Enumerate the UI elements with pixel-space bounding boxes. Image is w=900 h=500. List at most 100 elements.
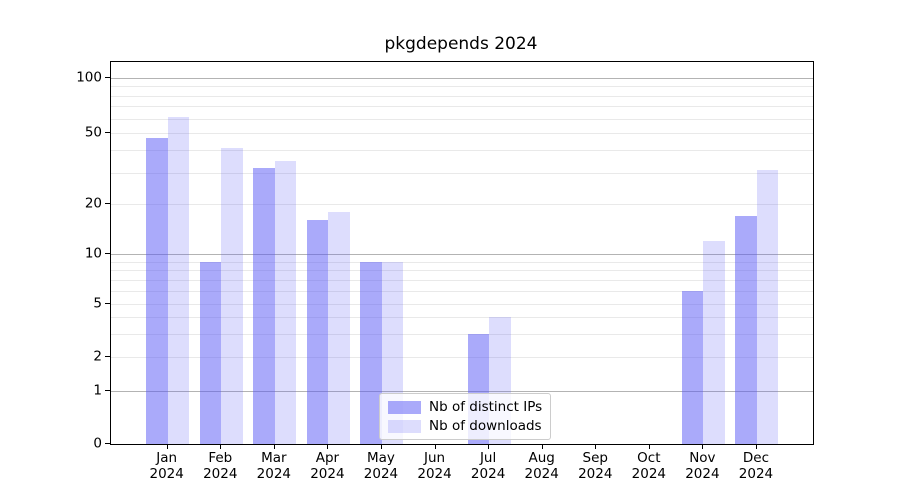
x-tick-label-apr: Apr 2024 <box>292 450 362 482</box>
x-tick-mark-sep <box>595 444 597 449</box>
minor-gridline-6 <box>111 290 813 292</box>
minor-gridline-80 <box>111 95 813 97</box>
x-tick-label-mar: Mar 2024 <box>239 450 309 482</box>
x-tick-year: 2024 <box>363 466 399 482</box>
bar-dec-distinct-ips <box>735 215 757 444</box>
bar-nov-downloads <box>703 240 725 444</box>
minor-gridline-3 <box>111 333 813 335</box>
x-tick-year: 2024 <box>738 466 774 482</box>
x-tick-mark-dec <box>755 444 757 449</box>
y-tick-mark-100 <box>105 77 110 78</box>
x-tick-mark-jul <box>488 444 490 449</box>
x-tick-mark-may <box>380 444 382 449</box>
x-tick-mark-feb <box>220 444 222 449</box>
bar-mar-downloads <box>274 160 297 444</box>
bar-feb-downloads <box>221 148 243 444</box>
minor-gridline-30 <box>111 172 813 174</box>
y-tick-label-20: 20 <box>84 195 102 212</box>
minor-gridline-4 <box>111 316 813 318</box>
legend-label: Nb of downloads <box>429 418 542 434</box>
x-tick-month: Dec <box>742 450 770 466</box>
y-tick-mark-20 <box>105 202 110 204</box>
x-tick-year: 2024 <box>417 466 452 482</box>
x-tick-mark-aug <box>541 444 543 449</box>
x-tick-label-dec: Dec 2024 <box>721 450 791 482</box>
x-tick-label-oct: Oct 2024 <box>614 450 684 482</box>
x-tick-year: 2024 <box>578 466 613 482</box>
minor-gridline-5 <box>111 303 813 305</box>
x-tick-year: 2024 <box>631 466 666 482</box>
x-tick-label-jun: Jun 2024 <box>400 450 470 482</box>
x-tick-year: 2024 <box>256 466 291 482</box>
y-tick-label-2: 2 <box>93 348 102 365</box>
minor-gridline-9 <box>111 261 813 263</box>
y-tick-label-50: 50 <box>84 124 102 141</box>
y-tick-label-1: 1 <box>93 382 102 399</box>
x-tick-label-nov: Nov 2024 <box>667 450 737 482</box>
y-tick-mark-10 <box>105 252 110 254</box>
x-tick-month: Nov <box>689 450 716 466</box>
bar-may-distinct-ips <box>360 261 382 444</box>
x-tick-year: 2024 <box>149 466 184 482</box>
x-tick-month: Oct <box>637 450 661 466</box>
x-tick-month: Aug <box>528 450 555 466</box>
chart-title: pkgdepends 2024 <box>384 34 538 54</box>
x-tick-month: Mar <box>261 450 287 466</box>
y-tick-mark-2 <box>105 356 110 358</box>
minor-gridline-60 <box>111 118 813 120</box>
y-tick-label-10: 10 <box>84 245 102 262</box>
legend-swatch-icon <box>388 400 421 414</box>
plot-area: Nb of distinct IPs Nb of downloads <box>110 61 814 445</box>
y-tick-label-100: 100 <box>76 69 102 86</box>
x-tick-mark-mar <box>273 444 275 449</box>
legend-entry-downloads: Nb of downloads <box>388 418 542 434</box>
bar-apr-distinct-ips <box>306 220 329 444</box>
bar-jan-distinct-ips <box>146 137 168 444</box>
x-tick-label-sep: Sep 2024 <box>560 450 630 482</box>
y-tick-mark-5 <box>105 302 110 304</box>
x-tick-mark-apr <box>327 444 329 449</box>
minor-gridline-50 <box>111 133 813 134</box>
major-gridline-100 <box>111 78 813 79</box>
x-tick-label-may: May 2024 <box>346 450 416 482</box>
bar-dec-downloads <box>756 170 779 444</box>
x-tick-mark-nov <box>702 444 704 449</box>
x-tick-year: 2024 <box>524 466 559 482</box>
legend-swatch-icon <box>388 419 421 433</box>
x-tick-year: 2024 <box>685 466 720 482</box>
legend-entry-distinct-ips: Nb of distinct IPs <box>388 399 542 415</box>
x-tick-month: Jan <box>156 450 178 466</box>
major-gridline-1 <box>111 391 813 393</box>
bar-apr-downloads <box>328 211 350 444</box>
minor-gridline-2 <box>111 357 813 359</box>
bar-nov-distinct-ips <box>681 290 704 444</box>
x-tick-year: 2024 <box>470 466 506 482</box>
major-gridline-10 <box>111 253 813 255</box>
x-tick-mark-oct <box>648 444 650 449</box>
bar-mar-distinct-ips <box>253 167 275 444</box>
x-tick-year: 2024 <box>310 466 345 482</box>
bar-jan-downloads <box>167 117 190 444</box>
minor-gridline-7 <box>111 279 813 281</box>
minor-gridline-70 <box>111 106 813 108</box>
minor-gridline-8 <box>111 270 813 272</box>
x-tick-label-feb: Feb 2024 <box>185 450 255 482</box>
bar-feb-distinct-ips <box>199 261 222 444</box>
minor-gridline-20 <box>111 203 813 205</box>
x-tick-mark-jan <box>166 444 168 449</box>
minor-gridline-40 <box>111 150 813 152</box>
x-tick-label-aug: Aug 2024 <box>507 450 577 482</box>
x-tick-month: May <box>367 450 395 466</box>
y-tick-mark-50 <box>105 132 110 133</box>
x-tick-month: Jun <box>424 450 446 466</box>
x-tick-month: Feb <box>208 450 233 466</box>
minor-gridline-90 <box>111 86 813 88</box>
x-tick-label-jan: Jan 2024 <box>132 450 202 482</box>
y-tick-mark-0 <box>105 443 110 444</box>
legend: Nb of distinct IPs Nb of downloads <box>379 393 552 440</box>
x-tick-month: Sep <box>582 450 608 466</box>
legend-label: Nb of distinct IPs <box>429 399 543 415</box>
y-tick-label-0: 0 <box>93 435 102 452</box>
x-tick-month: Jul <box>479 450 497 466</box>
